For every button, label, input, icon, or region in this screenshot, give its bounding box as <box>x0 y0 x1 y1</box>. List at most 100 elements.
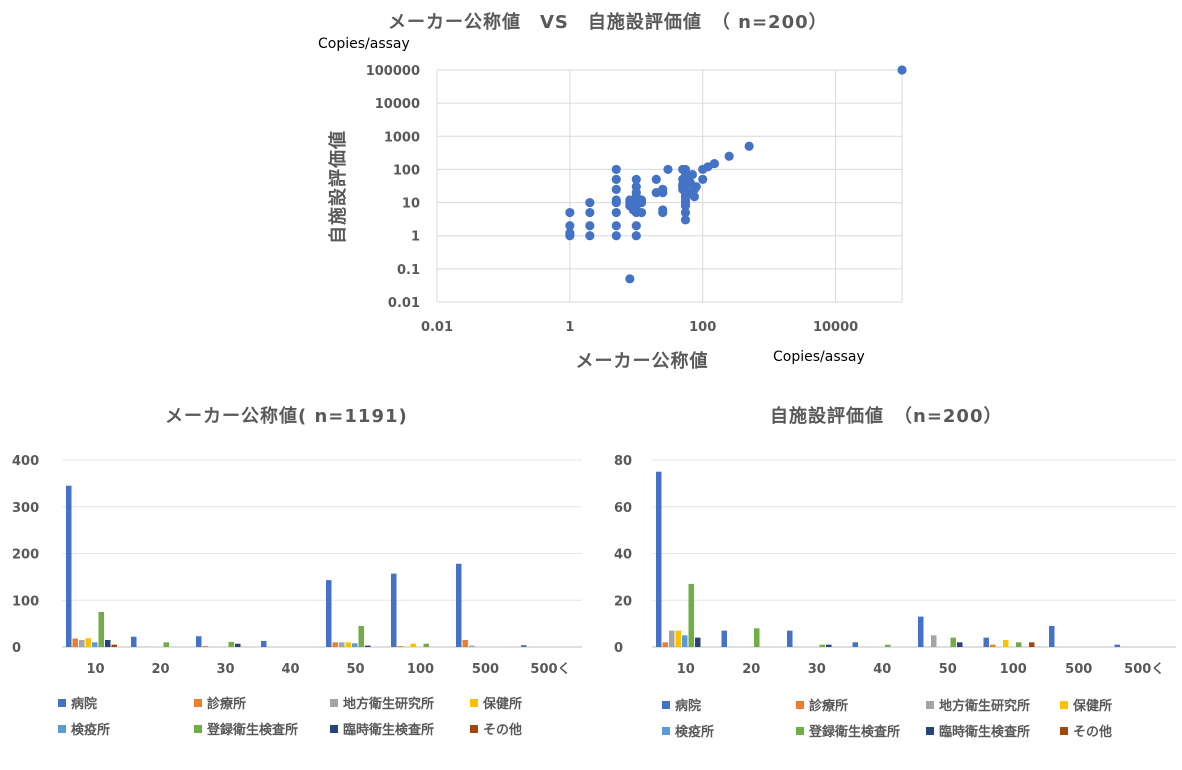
data-point <box>565 208 574 217</box>
bar <box>885 645 891 647</box>
legend-label: 地方衛生研究所 <box>939 695 1030 714</box>
y-tick-label: 80 <box>614 454 632 469</box>
bar <box>346 642 352 647</box>
bar <box>676 631 682 647</box>
data-point <box>612 221 621 230</box>
bar <box>669 631 675 647</box>
bar <box>333 642 339 647</box>
legend-item: 検疫所 <box>58 719 110 738</box>
bar <box>66 486 72 647</box>
data-point <box>692 182 701 191</box>
bar <box>411 644 417 647</box>
bar <box>229 642 235 647</box>
legend-swatch <box>58 699 66 707</box>
x-tick-label: 20 <box>742 662 760 677</box>
data-point <box>658 205 667 214</box>
bar <box>1003 640 1009 647</box>
bar <box>203 646 209 647</box>
y-tick-label: 1 <box>411 230 420 245</box>
data-point <box>585 221 594 230</box>
bar <box>99 612 105 647</box>
y-tick-label: 0 <box>12 641 21 656</box>
legend-item: 地方衛生研究所 <box>330 693 434 712</box>
legend-label: その他 <box>483 719 522 738</box>
data-point <box>710 159 719 168</box>
x-tick-label: 40 <box>873 662 891 677</box>
data-point <box>745 142 754 151</box>
legend-label: 検疫所 <box>675 721 714 740</box>
legend-item: 臨時衛生検査所 <box>330 719 434 738</box>
bar <box>235 644 241 647</box>
bar <box>853 642 859 647</box>
bar <box>164 642 170 647</box>
legend-swatch <box>194 699 202 707</box>
bar <box>1029 642 1035 647</box>
x-tick-label: 0.01 <box>421 320 453 335</box>
y-tick-label: 100 <box>12 594 39 609</box>
y-tick-label: 10000 <box>375 97 420 112</box>
bar <box>521 645 527 647</box>
legend-item: その他 <box>470 719 522 738</box>
x-tick-label: 30 <box>808 662 826 677</box>
legend-swatch <box>662 701 670 709</box>
y-tick-label: 100000 <box>366 64 420 79</box>
legend-label: 地方衛生研究所 <box>343 693 434 712</box>
data-point <box>612 208 621 217</box>
y-tick-label: 20 <box>614 594 632 609</box>
legend-item: 検疫所 <box>662 721 714 740</box>
bar <box>424 644 430 647</box>
y-tick-label: 0 <box>614 641 623 656</box>
legend-swatch <box>796 727 804 735</box>
y-tick-label: 0.1 <box>397 263 420 278</box>
bar <box>754 628 760 647</box>
legend-swatch <box>662 727 670 735</box>
legend-label: その他 <box>1073 721 1112 740</box>
legend-item: 登録衛生検査所 <box>194 719 298 738</box>
data-point <box>612 231 621 240</box>
bar <box>656 472 662 647</box>
bar <box>352 643 358 647</box>
x-tick-label: 100 <box>407 662 434 677</box>
bar <box>79 640 85 647</box>
y-tick-label: 200 <box>12 548 39 563</box>
data-point <box>725 152 734 161</box>
data-point <box>897 65 906 74</box>
x-tick-label: 30 <box>216 662 234 677</box>
x-tick-label: 500 <box>472 662 499 677</box>
data-point <box>652 175 661 184</box>
legend-swatch <box>470 699 478 707</box>
y-tick-label: 60 <box>614 501 632 516</box>
y-tick-label: 40 <box>614 548 632 563</box>
bar <box>112 645 118 647</box>
legend-label: 診療所 <box>809 695 848 714</box>
bar <box>826 645 832 647</box>
y-tick-label: 100 <box>393 163 420 178</box>
bar <box>469 646 475 647</box>
bar <box>105 640 111 647</box>
legend-label: 登録衛生検査所 <box>207 719 298 738</box>
bar <box>682 635 688 647</box>
y-tick-label: 0.01 <box>388 296 420 311</box>
bar <box>196 636 202 647</box>
data-point <box>585 231 594 240</box>
legend-swatch <box>926 727 934 735</box>
bar <box>1016 642 1022 647</box>
x-tick-label: 500 <box>1065 662 1092 677</box>
y-tick-label: 1000 <box>384 130 420 145</box>
data-point <box>637 195 646 204</box>
legend-item: 診療所 <box>194 693 246 712</box>
bar <box>261 641 267 647</box>
bar <box>1115 645 1121 647</box>
x-tick-label: 100 <box>689 320 716 335</box>
legend-swatch <box>58 725 66 733</box>
legend-swatch <box>1060 701 1068 709</box>
bar <box>365 646 371 647</box>
x-tick-label: 500く <box>530 662 570 677</box>
x-tick-label: 50 <box>939 662 957 677</box>
right-legend: 病院診療所地方衛生研究所保健所検疫所登録衛生検査所臨時衛生検査所その他 <box>662 695 1182 747</box>
legend-swatch <box>330 699 338 707</box>
legend-item: 病院 <box>662 695 701 714</box>
x-tick-label: 20 <box>151 662 169 677</box>
legend-swatch <box>796 701 804 709</box>
x-tick-label: 40 <box>281 662 299 677</box>
